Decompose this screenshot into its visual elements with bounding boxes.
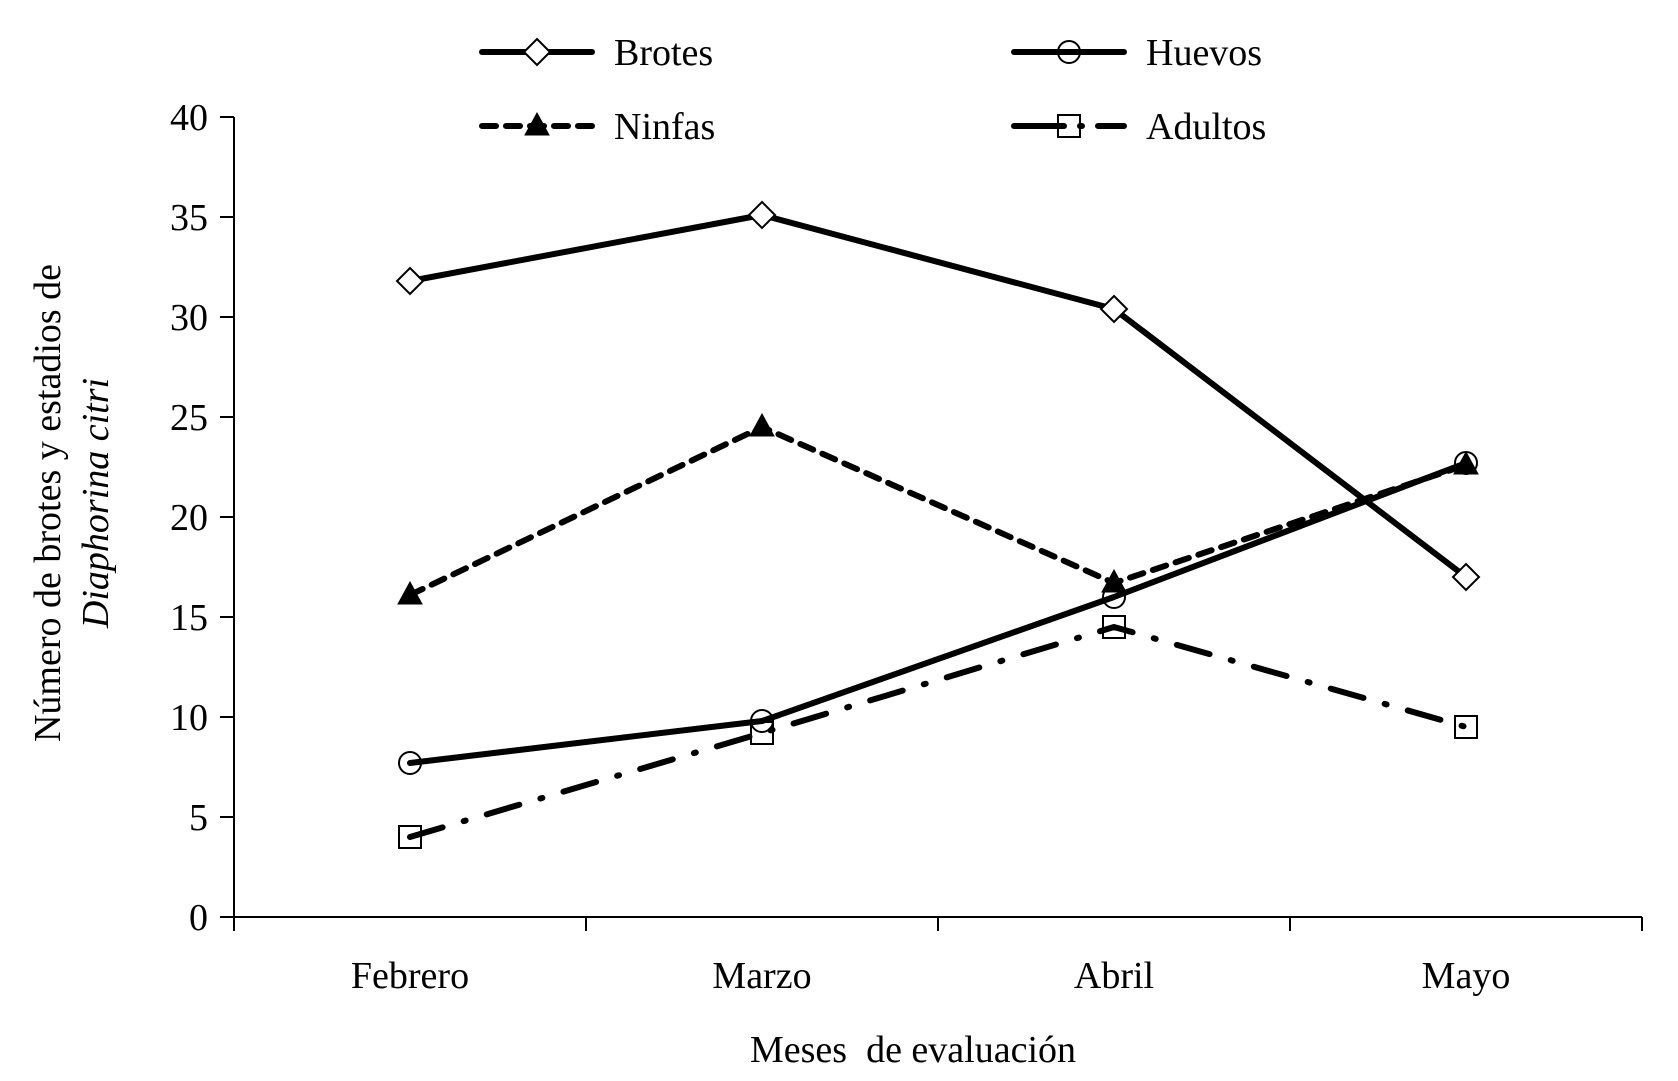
legend-marker-icon: [522, 37, 552, 67]
series-adultos: [398, 615, 1478, 849]
legend-marker-icon: [524, 111, 550, 136]
data-point-marker: [747, 200, 777, 230]
x-tick-label: Mayo: [1422, 955, 1511, 997]
series-huevos: [398, 451, 1478, 775]
legend-item-adultos: Adultos: [1011, 106, 1266, 148]
y-tick-label: 30: [170, 297, 208, 339]
y-axis-title: Número de brotes y estadios de Diaphorin…: [27, 264, 117, 742]
x-tick-label: Abril: [1074, 955, 1154, 997]
series-line: [407, 624, 1469, 840]
data-point-marker: [398, 825, 422, 849]
data-point-marker: [397, 580, 423, 605]
series-line: [407, 212, 1469, 580]
data-point-marker: [398, 751, 422, 775]
legend-item-ninfas: Ninfas: [479, 106, 715, 148]
legend-label: Adultos: [1146, 106, 1266, 148]
y-axis-title-line2: Diaphorina citri: [75, 378, 117, 629]
legend-label: Brotes: [614, 32, 713, 74]
legend-label: Ninfas: [614, 106, 715, 148]
data-point-marker: [1101, 568, 1127, 593]
legend-item-brotes: Brotes: [479, 32, 713, 74]
legend: Brotes Huevos Ninfas Adultos: [479, 32, 1266, 148]
y-tick-label: 5: [189, 797, 208, 839]
y-tick-label: 35: [170, 197, 208, 239]
y-tick-label: 10: [170, 697, 208, 739]
series-ninfas: [397, 412, 1479, 605]
y-axis: 0 5 10 15 20 25 30 35 40: [170, 97, 235, 939]
data-point-marker: [750, 721, 774, 745]
data-point-marker: [1099, 294, 1129, 324]
x-axis-title: Meses de evaluación: [750, 1029, 1076, 1071]
series-layer: [395, 200, 1481, 849]
series-line: [407, 460, 1469, 766]
x-tick-label: Marzo: [712, 955, 811, 997]
y-tick-label: 15: [170, 597, 208, 639]
x-tick-label: Febrero: [351, 955, 469, 997]
legend-item-huevos: Huevos: [1011, 32, 1262, 74]
data-point-marker: [395, 266, 425, 296]
y-axis-title-line1: Número de brotes y estadios de: [27, 264, 69, 742]
y-tick-label: 20: [170, 497, 208, 539]
data-point-marker: [1102, 615, 1126, 639]
x-axis: Febrero Marzo Abril Mayo: [233, 916, 1643, 997]
y-tick-label: 0: [189, 897, 208, 939]
y-tick-label: 40: [170, 97, 208, 139]
data-point-marker: [1451, 562, 1481, 592]
data-point-marker: [1453, 450, 1479, 475]
series-brotes: [395, 200, 1481, 592]
data-point-marker: [1454, 715, 1478, 739]
legend-marker-icon: [1057, 40, 1081, 64]
y-tick-label: 25: [170, 397, 208, 439]
series-line: [407, 424, 1469, 598]
legend-label: Huevos: [1146, 32, 1262, 74]
data-point-marker: [749, 412, 775, 437]
legend-marker-icon: [1057, 114, 1081, 138]
